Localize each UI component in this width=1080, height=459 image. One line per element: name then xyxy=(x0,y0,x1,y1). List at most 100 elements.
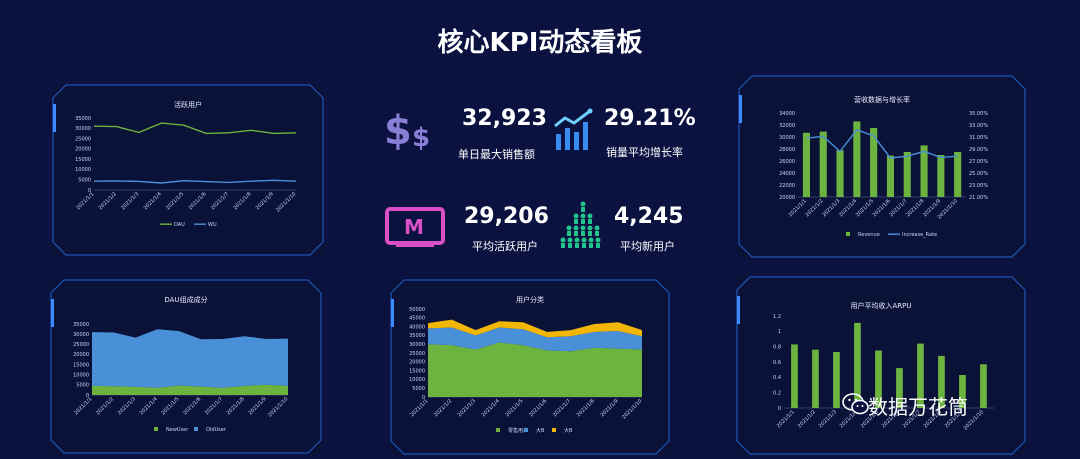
bar xyxy=(920,145,928,197)
panel-frame xyxy=(738,75,1026,258)
y-tick-label: 1.2 xyxy=(773,314,781,320)
bar xyxy=(954,152,962,197)
line-series-1 xyxy=(806,128,958,159)
y-tick-label: 0.6 xyxy=(773,360,781,366)
chart-title: 用户平均收入ARPU xyxy=(851,301,912,310)
chart-user-segments: 用户分类 0 5000 10000 15000 20000 25000 30000 35000 4… xyxy=(390,279,670,455)
y-tick-label: 15000 xyxy=(73,362,89,368)
y2-tick-label: 25.00% xyxy=(969,171,988,177)
bar xyxy=(886,155,894,197)
y-tick-label: 35000 xyxy=(73,322,89,328)
chart-title: DAU组成成分 xyxy=(164,295,207,304)
panel-accent xyxy=(51,299,54,327)
y-tick-label: 0 xyxy=(422,395,425,401)
y-tick-label: 25000 xyxy=(409,351,425,357)
legend-label: WU xyxy=(208,222,217,228)
y-tick-label: 5000 xyxy=(76,383,89,389)
area-series-0 xyxy=(428,342,642,397)
kpi-value: 29.21% xyxy=(604,106,696,131)
y-tick-label: 35000 xyxy=(75,116,91,122)
area-series-1 xyxy=(428,327,642,352)
svg-text:$: $ xyxy=(412,123,430,152)
legend-swatch xyxy=(846,232,850,236)
people-pyramid-icon xyxy=(560,201,601,248)
kpi-avg-active-users: M 29,206 平均活跃用户 xyxy=(384,198,554,258)
y-tick-label: 1 xyxy=(778,329,781,335)
legend-label: DAU xyxy=(174,222,185,228)
line-series-0 xyxy=(93,122,297,135)
y2-tick-label: 29.00% xyxy=(969,147,988,153)
y-tick-label: 15000 xyxy=(75,157,91,163)
bar xyxy=(853,121,861,197)
y-tick-label: 0.8 xyxy=(773,344,781,350)
kpi-avg-new-users: 4,245 平均新用户 xyxy=(560,198,700,258)
y-tick-label: 26000 xyxy=(779,159,795,165)
y-tick-label: 30000 xyxy=(779,135,795,141)
area-series-2 xyxy=(428,319,642,338)
y-tick-label: 0.2 xyxy=(773,390,781,396)
panel-arpu: 用户平均收入ARPU 0 0.2 0.4 0.6 0.8 1 1.2 2021/1/1 2021/… xyxy=(736,276,1026,455)
svg-text:M: M xyxy=(404,215,424,239)
y-tick-label: 30000 xyxy=(73,332,89,338)
y-tick-label: 20000 xyxy=(75,147,91,153)
legend-swatch xyxy=(154,427,158,431)
y-tick-label: 20000 xyxy=(779,195,795,201)
y-tick-label: 24000 xyxy=(779,171,795,177)
bar xyxy=(980,364,987,408)
panel-accent xyxy=(53,104,56,132)
y-tick-label: 20000 xyxy=(73,352,89,358)
y-tick-label: 15000 xyxy=(409,368,425,374)
bar xyxy=(959,375,966,408)
y2-tick-label: 33.00% xyxy=(969,123,988,129)
legend-label: Increase_Rate xyxy=(902,232,937,238)
y-tick-label: 0 xyxy=(778,406,781,412)
y-tick-label: 30000 xyxy=(75,126,91,132)
bar xyxy=(854,322,861,408)
y2-tick-label: 35.00% xyxy=(969,111,988,117)
chart-active-users: 活跃用户050001000015000200002500030000350002… xyxy=(52,84,324,256)
panel-user-segments: 用户分类 0 5000 10000 15000 20000 25000 30000 35000 4… xyxy=(390,279,670,455)
kpi-value: 32,923 xyxy=(462,106,547,131)
dollar-icon: $ $ xyxy=(384,108,430,152)
y-tick-label: 0.4 xyxy=(773,375,781,381)
bar xyxy=(875,350,882,408)
panel-active-users: 活跃用户 0 5000 10000 15000 20000 25000 30000 35000 2… xyxy=(52,84,324,256)
bar xyxy=(836,150,844,197)
kpi-label: 平均活跃用户 xyxy=(472,240,538,253)
legend-swatch xyxy=(496,428,500,432)
area-series-0 xyxy=(92,384,288,395)
panel-dau-composition: DAU组成成分 0 5000 10000 15000 20000 25000 30000 350… xyxy=(50,279,322,454)
kpi-value: 4,245 xyxy=(614,204,684,229)
y2-tick-label: 21.00% xyxy=(969,195,988,201)
y-tick-label: 34000 xyxy=(779,111,795,117)
legend-label: NewUser xyxy=(166,427,189,433)
y-tick-label: 28000 xyxy=(779,147,795,153)
y-tick-label: 0 xyxy=(88,188,91,194)
kpi-label: 平均新用户 xyxy=(620,240,675,253)
chart-title: 营收数据与增长率 xyxy=(854,95,910,104)
y-tick-label: 0 xyxy=(86,393,89,399)
bar xyxy=(917,343,924,408)
wechat-icon xyxy=(842,393,869,415)
kpi-label: 单日最大销售额 xyxy=(458,148,535,161)
bar xyxy=(938,355,945,408)
legend-swatch xyxy=(194,427,198,431)
panel-frame xyxy=(52,84,324,256)
y2-tick-label: 23.00% xyxy=(969,183,988,189)
legend-label: 大B xyxy=(564,427,573,434)
legend-label: OldUser xyxy=(206,427,227,433)
monitor-m-icon: M xyxy=(385,207,445,247)
y-tick-label: 50000 xyxy=(409,307,425,313)
kpi-max-daily-sales: $ $ 32,923 单日最大销售额 xyxy=(384,100,554,170)
bar xyxy=(903,152,911,197)
bar xyxy=(896,368,903,408)
y-tick-label: 25000 xyxy=(75,136,91,142)
y2-tick-label: 27.00% xyxy=(969,159,988,165)
area-series-1 xyxy=(92,329,288,388)
y-tick-label: 10000 xyxy=(73,373,89,379)
bar xyxy=(870,128,878,197)
chart-title: 活跃用户 xyxy=(174,100,202,109)
y-tick-label: 30000 xyxy=(409,342,425,348)
y-tick-label: 5000 xyxy=(412,386,425,392)
